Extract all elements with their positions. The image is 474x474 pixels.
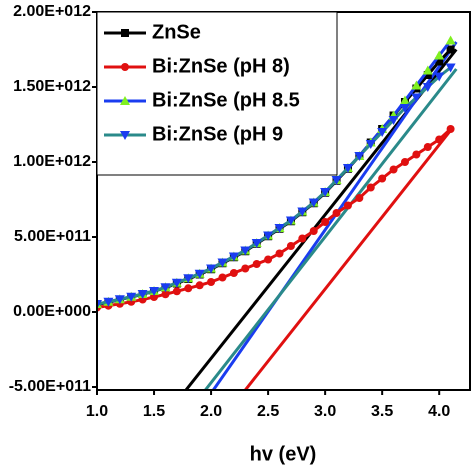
marker [240,246,251,256]
marker [332,209,341,217]
marker [114,295,125,305]
marker [286,242,295,250]
marker [274,224,285,233]
marker [377,128,388,137]
marker [423,71,432,79]
y-tick-label: 1.50E+012 [13,78,91,95]
marker [207,278,216,286]
legend-label: ZnSe [152,21,201,43]
marker [445,63,456,73]
marker [378,174,387,183]
plot [97,35,458,390]
legend-marker [120,131,130,140]
marker [184,284,193,293]
x-tick-label: 1.5 [143,403,165,420]
marker [298,234,307,243]
legend-label: Bi:ZnSe (pH 9 [152,123,283,145]
marker [422,65,433,75]
marker [331,176,342,185]
legend-box [96,11,338,176]
y-tick-label: -5.00E+011 [9,378,91,395]
fit-line [204,68,458,390]
marker [217,258,228,268]
marker [422,83,433,92]
marker [355,194,364,202]
y-tick-label: 1.00E+012 [13,153,91,170]
x-axis-label: hv (eV) [250,443,317,465]
y-tick-label: 2.00E+012 [13,3,91,20]
marker [97,300,102,310]
marker [365,140,376,149]
marker [149,287,160,296]
marker [411,80,422,90]
x-tick-label: 1.0 [86,403,108,420]
marker [400,158,409,166]
marker [297,207,308,217]
marker [435,57,444,66]
marker [264,255,273,264]
marker [218,273,227,282]
marker [320,188,331,197]
marker [275,249,284,258]
marker [308,198,319,208]
marker [171,278,182,288]
marker [399,104,410,113]
x-tick-label: 3.5 [371,403,393,420]
legend-label: Bi:ZnSe (pH 8.5 [152,89,300,111]
marker [446,45,455,54]
marker [446,125,455,133]
marker [399,95,410,105]
legend-marker [121,29,129,37]
marker [103,297,114,307]
marker [342,164,353,173]
marker [126,292,137,302]
marker [137,290,148,299]
legend-marker [120,96,130,105]
y-tick-label: 5.00E+011 [14,228,91,245]
x-tick-label: 3.0 [314,403,336,420]
marker [412,150,421,159]
marker [161,290,170,299]
marker [285,216,296,226]
x-tick-label: 4.0 [428,403,450,420]
marker [435,135,444,144]
marker [423,143,432,151]
marker [366,183,375,192]
marker [309,227,318,235]
marker [229,269,238,277]
marker [343,201,352,210]
x-tick-label: 2.0 [200,403,222,420]
marker [160,283,171,293]
marker [251,239,262,248]
marker [228,252,239,262]
marker [354,152,365,161]
marker [389,165,398,174]
legend-marker [121,63,129,71]
fit-line [244,126,455,390]
marker [195,281,204,290]
marker [411,93,422,103]
marker [252,260,261,268]
legend-label: Bi:ZnSe (pH 8) [152,55,290,77]
marker [263,231,274,241]
marker [172,287,181,296]
marker [434,50,445,60]
marker [434,72,445,82]
marker [206,264,217,274]
marker [241,264,250,273]
y-tick-label: 0.00E+000 [13,303,91,320]
marker [194,269,205,279]
x-tick-label: 2.5 [257,403,279,420]
marker [445,35,456,45]
marker [321,218,330,226]
marker [183,274,194,284]
marker [388,116,399,125]
